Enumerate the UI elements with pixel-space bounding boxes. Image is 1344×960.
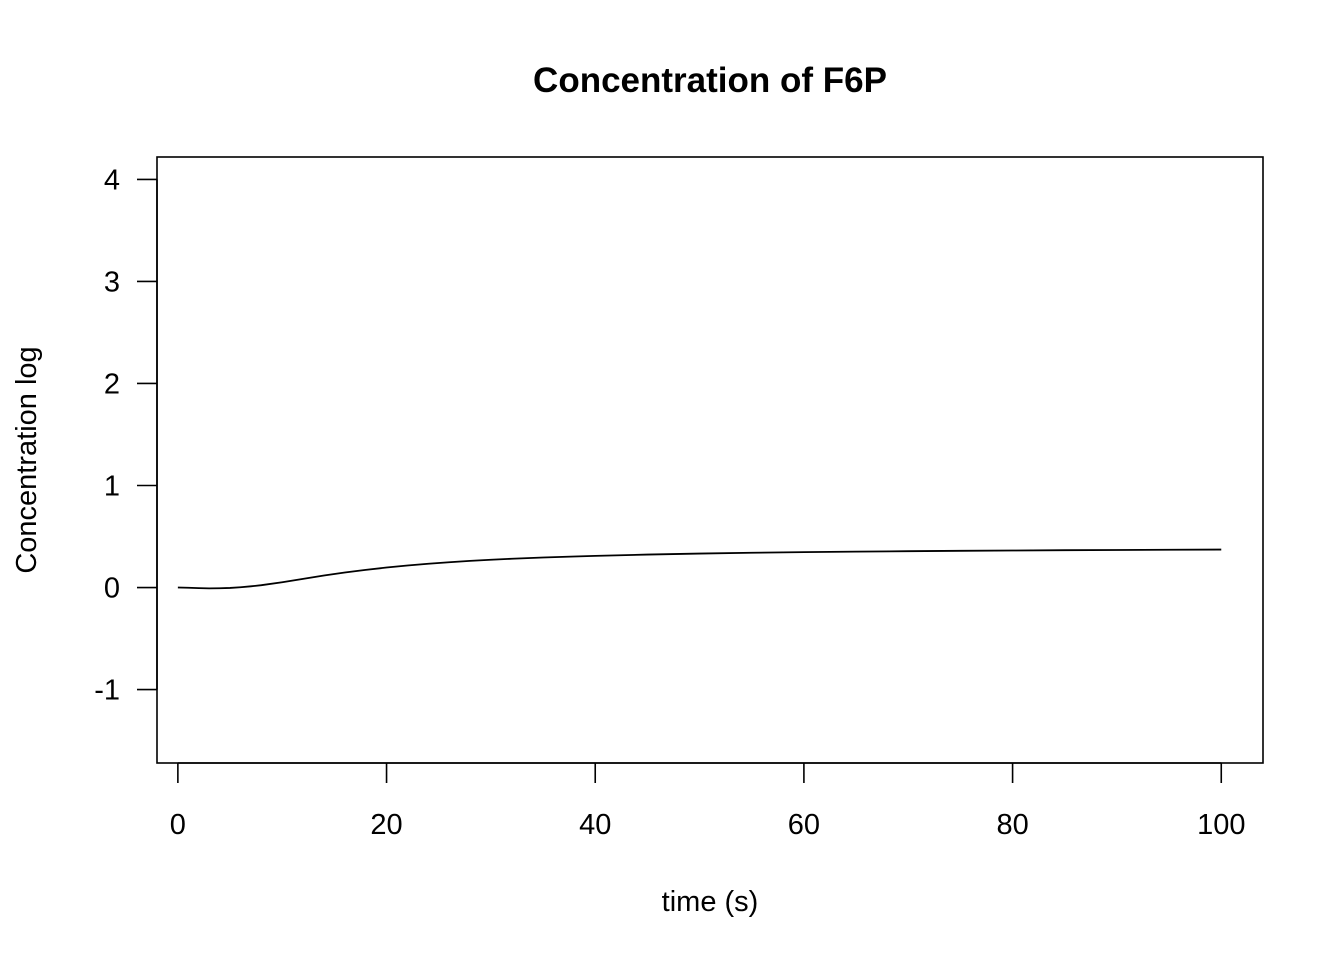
x-axis-label: time (s)	[662, 886, 759, 918]
x-tick-label: 0	[170, 809, 186, 841]
x-tick-label: 80	[996, 809, 1028, 841]
plot-frame	[156, 156, 1264, 764]
x-axis: 0 20 40 60 80 100	[170, 762, 1245, 841]
series-layer	[177, 548, 1222, 590]
x-tick-label: 20	[370, 809, 402, 841]
x-tick-label: 40	[579, 809, 611, 841]
x-tick-label: 60	[788, 809, 820, 841]
y-tick-label: -1	[94, 675, 120, 707]
y-tick-label: 3	[104, 266, 120, 298]
y-axis-label: Concentration log	[11, 346, 43, 573]
x-tick-label: 100	[1197, 809, 1245, 841]
y-tick-label: 0	[104, 573, 120, 605]
y-tick-label: 4	[104, 164, 120, 196]
chart-title: Concentration of F6P	[533, 61, 887, 100]
series-line	[177, 548, 1222, 590]
y-tick-label: 1	[104, 471, 120, 503]
y-tick-label: 2	[104, 368, 120, 400]
y-axis: -1 0 1 2 3 4	[94, 164, 158, 707]
